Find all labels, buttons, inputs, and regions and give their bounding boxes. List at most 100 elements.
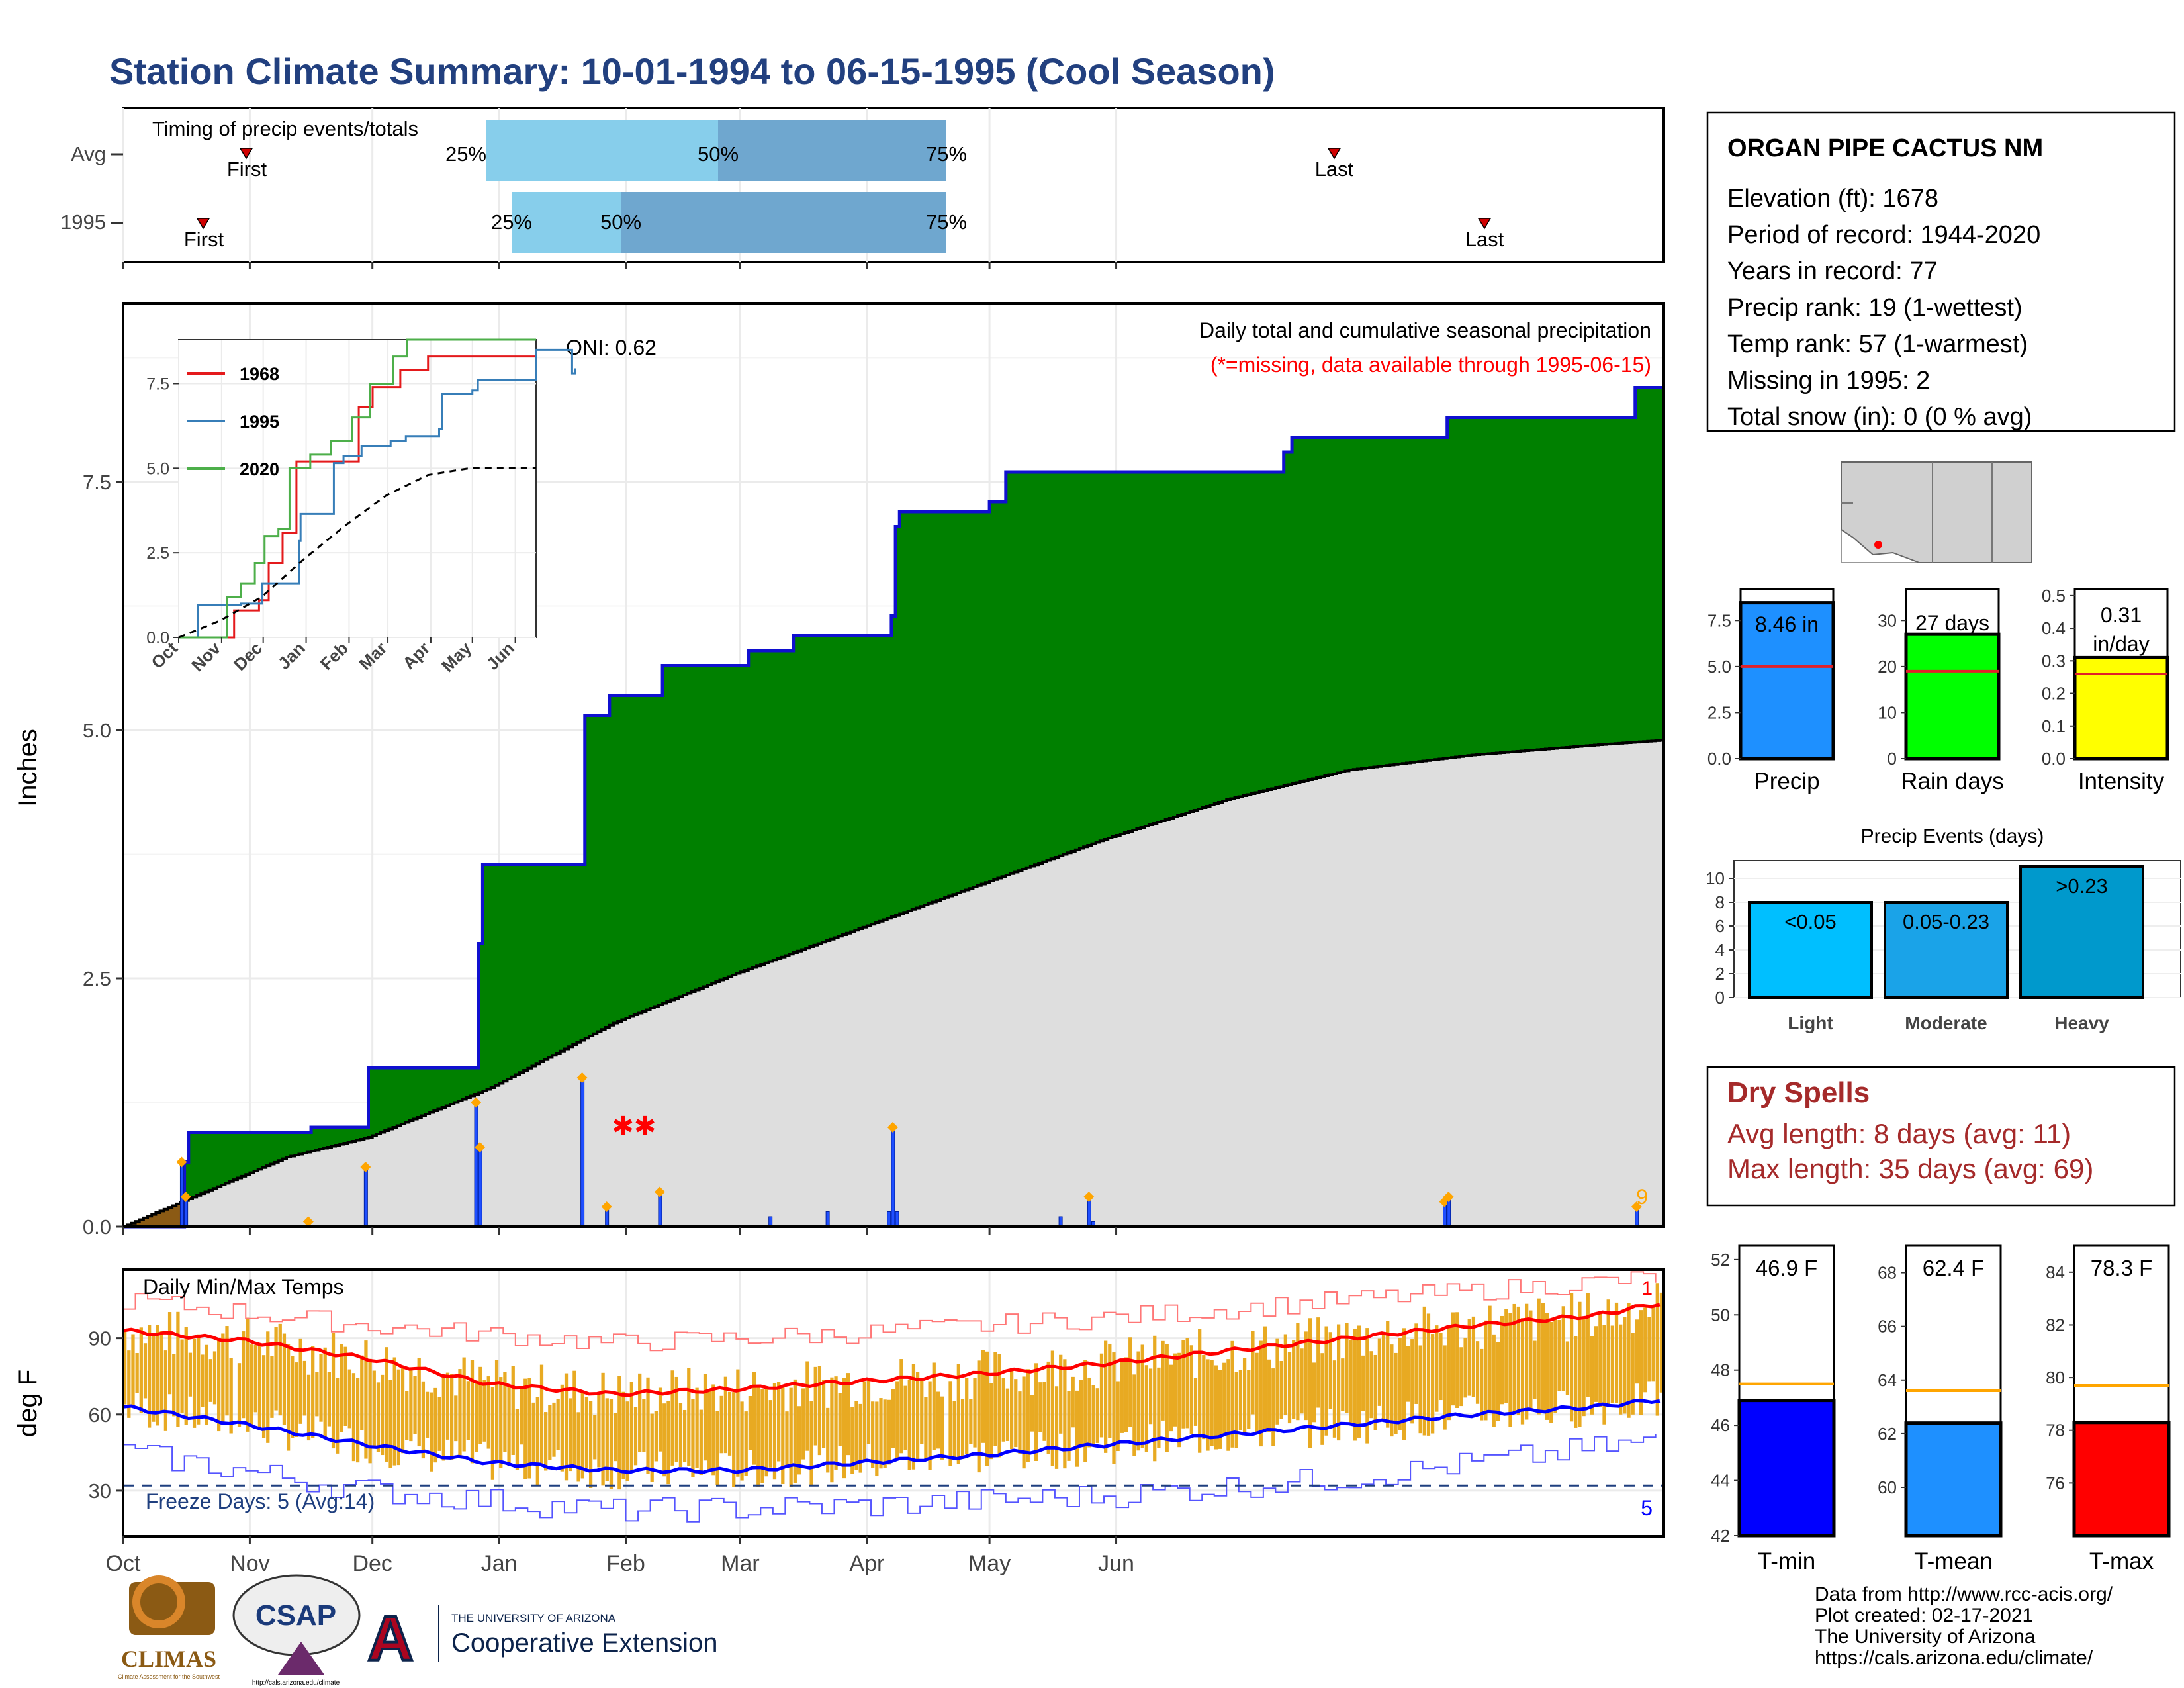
- avg-last-marker: [1327, 148, 1342, 160]
- daily-temp-bar: [1541, 1303, 1545, 1414]
- station-snow: Total snow (in): 0 (0 % avg): [1727, 403, 2032, 431]
- inset-y-axis: 0.0 2.5 5.0 7.5: [146, 375, 179, 647]
- daily-temp-bar: [1361, 1355, 1365, 1411]
- station-info-frame: [1706, 111, 2176, 432]
- summary-ytick-label: 5.0: [1707, 657, 1731, 677]
- daily-temp-bar: [821, 1380, 826, 1448]
- daily-temp-bar: [617, 1376, 621, 1490]
- daily-temp-bar: [400, 1366, 405, 1454]
- daily-temp-bar: [221, 1333, 225, 1425]
- daily-temp-bar: [674, 1376, 678, 1462]
- daily-temp-bar: [1283, 1334, 1287, 1415]
- daily-temp-bar: [658, 1387, 662, 1452]
- events-bar-text: >0.23: [2056, 874, 2107, 898]
- daily-temp-bar: [486, 1376, 490, 1449]
- daily-temp-bar: [854, 1401, 858, 1470]
- daily-temp-bar: [458, 1369, 462, 1458]
- footer-line-3: The University of Arizona: [1815, 1626, 2036, 1648]
- daily-temp-bar: [781, 1386, 785, 1484]
- daily-temp-bar: [1365, 1328, 1369, 1444]
- missing-note: (*=missing, data available through 1995-…: [1210, 353, 1651, 377]
- daily-temp-bar: [1402, 1328, 1406, 1440]
- daily-temp-bar: [932, 1362, 936, 1450]
- daily-temp-bar: [1475, 1341, 1480, 1404]
- daily-temp-bar: [597, 1395, 601, 1468]
- daily-temp-bar: [883, 1399, 887, 1468]
- temp-month-label: Mar: [721, 1551, 760, 1576]
- ua-logo: A THE UNIVERSITY OF ARIZONA Cooperative …: [361, 1602, 717, 1675]
- daily-temp-bar: [899, 1359, 903, 1454]
- daily-temp-bar: [1148, 1368, 1153, 1425]
- daily-temp-bar: [242, 1331, 246, 1419]
- daily-precip-diamond: [576, 1072, 588, 1083]
- daily-temp-bar: [172, 1354, 176, 1417]
- temp-summary-value: 62.4 F: [1923, 1256, 1985, 1280]
- daily-temp-bar: [1619, 1324, 1623, 1415]
- daily-temp-bar: [1578, 1301, 1582, 1427]
- daily-temp-bar: [989, 1383, 993, 1460]
- summary-bar-value: 8.46 in: [1755, 612, 1819, 636]
- avg-first-label: First: [227, 158, 267, 181]
- daily-temp-bar: [1157, 1367, 1161, 1448]
- daily-temp-bar: [364, 1340, 368, 1459]
- daily-temp-bar: [466, 1381, 470, 1440]
- daily-temp-bar: [143, 1343, 148, 1399]
- daily-temp-bar: [936, 1391, 940, 1449]
- daily-temp-bar: [1034, 1363, 1038, 1462]
- timing-row-avg-label: Avg: [71, 142, 106, 165]
- daily-temp-bar: [139, 1327, 143, 1413]
- csap-logo: CSAP http://cals.arizona.edu/climate: [232, 1574, 361, 1687]
- daily-temp-bar: [552, 1402, 556, 1457]
- daily-temp-bar: [494, 1360, 499, 1461]
- daily-temp-bar: [323, 1347, 327, 1439]
- summary-bar-label: Precip: [1754, 769, 1819, 794]
- avg-p25: 25%: [445, 142, 486, 165]
- daily-temp-bar: [1377, 1338, 1381, 1406]
- legend-1995: 1995: [240, 412, 279, 432]
- daily-temp-bar: [797, 1406, 801, 1475]
- daily-temp-bar: [1234, 1372, 1238, 1448]
- daily-temp-bar: [1177, 1352, 1181, 1448]
- daily-temp-bar: [699, 1409, 703, 1475]
- footer-line-1: Data from http://www.rcc-acis.org/: [1815, 1583, 2113, 1605]
- daily-temp-bar: [544, 1412, 548, 1471]
- daily-temp-bar: [920, 1380, 924, 1444]
- daily-temp-bar: [1435, 1325, 1439, 1412]
- daily-temp-bar: [360, 1355, 364, 1430]
- dry-spells-frame: [1706, 1066, 2176, 1207]
- daily-temp-bar: [1005, 1388, 1010, 1441]
- daily-temp-bar: [1336, 1324, 1341, 1441]
- daily-temp-bar: [1414, 1323, 1418, 1404]
- daily-temp-bar: [1594, 1326, 1598, 1402]
- ua-logo-letter: A: [367, 1603, 413, 1674]
- daily-temp-bar: [1455, 1312, 1459, 1408]
- daily-temp-bar: [376, 1382, 381, 1452]
- daily-precip-diamond: [475, 1142, 486, 1152]
- daily-temp-bar: [654, 1411, 659, 1462]
- inset-ytick-label: 5.0: [146, 459, 169, 478]
- daily-temp-bar: [564, 1373, 569, 1481]
- daily-temp-bar: [1087, 1377, 1091, 1448]
- temp-summary-bars: 42 44 46 48 50 52 46.9 F T-min 60 62 64 66 68 62.4 F T…: [1711, 1244, 2171, 1574]
- daily-temp-bar: [682, 1409, 687, 1462]
- summary-ytick-label: 30: [1878, 610, 1897, 630]
- daily-temp-bar: [413, 1376, 417, 1434]
- daily-temp-bar: [973, 1378, 977, 1448]
- daily-temp-bar: [1332, 1360, 1337, 1438]
- events-bar-label: Heavy: [2054, 1013, 2109, 1033]
- summary-ytick-label: 0.0: [1707, 749, 1731, 769]
- inset-legend: 1968 1995 2020: [187, 364, 279, 479]
- daily-temp-bar: [1565, 1341, 1570, 1395]
- daily-temp-bar: [184, 1327, 188, 1425]
- daily-temp-bar: [764, 1388, 768, 1477]
- daily-temp-bar: [1099, 1353, 1104, 1438]
- events-bar-label: Moderate: [1905, 1013, 1987, 1033]
- daily-temp-bar: [1598, 1312, 1602, 1407]
- daily-temp-bar: [1079, 1380, 1083, 1444]
- daily-temp-bar: [482, 1380, 486, 1442]
- daily-temp-bar: [785, 1411, 789, 1468]
- daily-temp-bar: [535, 1397, 539, 1485]
- daily-temp-bar: [638, 1373, 642, 1452]
- daily-temp-bar: [250, 1344, 253, 1426]
- daily-temp-bar: [1218, 1370, 1222, 1449]
